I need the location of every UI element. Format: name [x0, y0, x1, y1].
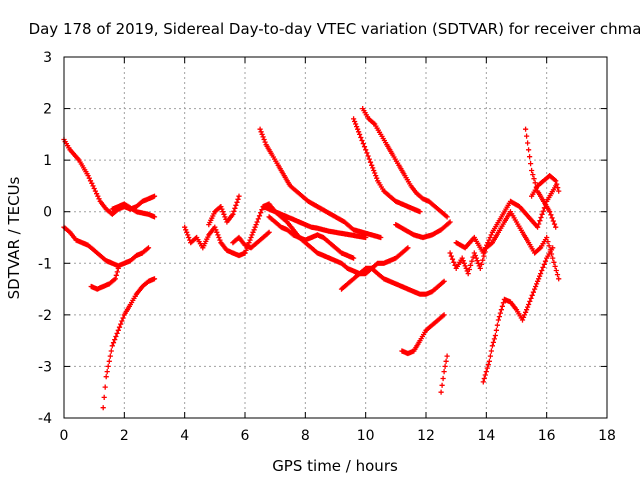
- x-tick-label: 4: [180, 428, 189, 444]
- data-trace-trace-16: [393, 219, 453, 241]
- data-trace-trace-8: [230, 229, 272, 251]
- y-tick-label: -3: [38, 359, 52, 375]
- x-tick-label: 10: [357, 428, 375, 444]
- data-trace-trace-12: [266, 214, 357, 261]
- data-trace-trace-11: [257, 126, 384, 241]
- data-trace-trace-23: [529, 173, 562, 199]
- y-tick-label: -4: [38, 411, 52, 427]
- y-tick-label: -1: [38, 256, 52, 272]
- y-tick-label: 2: [43, 102, 52, 118]
- x-tick-label: 12: [417, 428, 435, 444]
- data-trace-trace-14: [351, 116, 423, 215]
- data-trace-trace-5: [100, 276, 158, 411]
- data-trace-trace-18: [438, 353, 450, 395]
- x-tick-label: 14: [477, 428, 495, 444]
- data-trace-trace-22: [523, 126, 559, 230]
- data-trace-trace-15: [360, 106, 450, 220]
- x-tick-label: 8: [301, 428, 310, 444]
- y-axis-label: SDTVAR / TECUs: [5, 176, 23, 299]
- data-trace-trace-1: [61, 136, 158, 217]
- x-tick-label: 2: [120, 428, 129, 444]
- x-tick-label: 18: [598, 428, 616, 444]
- chart-title: Day 178 of 2019, Sidereal Day-to-day VTE…: [29, 20, 640, 38]
- data-trace-trace-10: [260, 204, 369, 241]
- data-trace-trace-7: [206, 193, 242, 228]
- y-tick-label: 3: [43, 50, 52, 66]
- data-trace-trace-6: [182, 224, 248, 259]
- x-tick-label: 16: [538, 428, 556, 444]
- data-trace-trace-4: [88, 265, 121, 292]
- x-tick-label: 0: [60, 428, 69, 444]
- plot-area: [61, 106, 562, 411]
- data-trace-trace-13: [338, 265, 447, 297]
- plot-frame: [63, 56, 608, 419]
- x-tick-label: 6: [241, 428, 250, 444]
- data-trace-trace-3: [61, 224, 152, 269]
- y-tick-label: 0: [43, 205, 52, 221]
- data-trace-trace-2: [109, 201, 158, 220]
- y-tick-label: -2: [38, 308, 52, 324]
- data-trace-trace-21: [480, 245, 556, 385]
- x-axis-label: GPS time / hours: [272, 457, 398, 475]
- y-tick-label: 1: [43, 153, 52, 169]
- data-trace-trace-17: [399, 312, 447, 357]
